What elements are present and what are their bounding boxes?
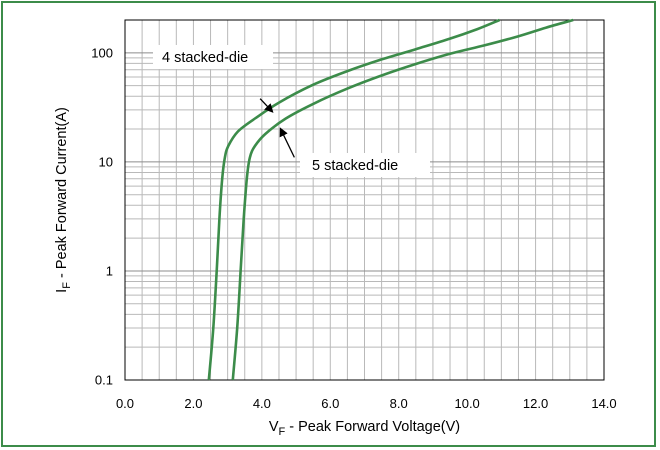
- y-tick-label: 100: [91, 45, 113, 60]
- x-tick-label: 12.0: [523, 396, 548, 411]
- annotation-arrow-5-stacked: [279, 127, 295, 158]
- x-tick-label: 8.0: [390, 396, 408, 411]
- y-axis-ticks: 0.1 1 10 100: [91, 45, 113, 387]
- x-tick-label: 6.0: [321, 396, 339, 411]
- x-tick-label: 2.0: [184, 396, 202, 411]
- x-axis-ticks: 0.0 2.0 4.0 6.0 8.0 10.0 12.0 14.0: [116, 396, 617, 411]
- y-tick-label: 1: [106, 263, 113, 278]
- annotation-arrow-4-stacked: [259, 98, 274, 113]
- annotations: 4 stacked-die 5 stacked-die: [153, 45, 430, 177]
- y-tick-label: 10: [99, 154, 113, 169]
- y-axis-label: IF - Peak Forward Current(A): [54, 107, 73, 293]
- series-line-4-stacked-die: [207, 18, 501, 381]
- plot-area: [124, 19, 605, 381]
- annotation-box-4-stacked: [153, 45, 273, 69]
- series-layer: [207, 18, 574, 381]
- annotation-5-stacked-die: 5 stacked-die: [312, 158, 398, 174]
- grid: [124, 19, 605, 381]
- annotation-4-stacked-die: 4 stacked-die: [162, 50, 248, 66]
- x-tick-label: 0.0: [116, 396, 134, 411]
- series-line-5-stacked-die: [231, 18, 574, 381]
- x-tick-label: 4.0: [253, 396, 271, 411]
- y-tick-label: 0.1: [95, 373, 113, 388]
- x-axis-label: VF - Peak Forward Voltage(V): [269, 419, 460, 438]
- x-tick-label: 14.0: [591, 396, 616, 411]
- x-tick-label: 10.0: [454, 396, 479, 411]
- annotation-box-5-stacked: [300, 153, 430, 177]
